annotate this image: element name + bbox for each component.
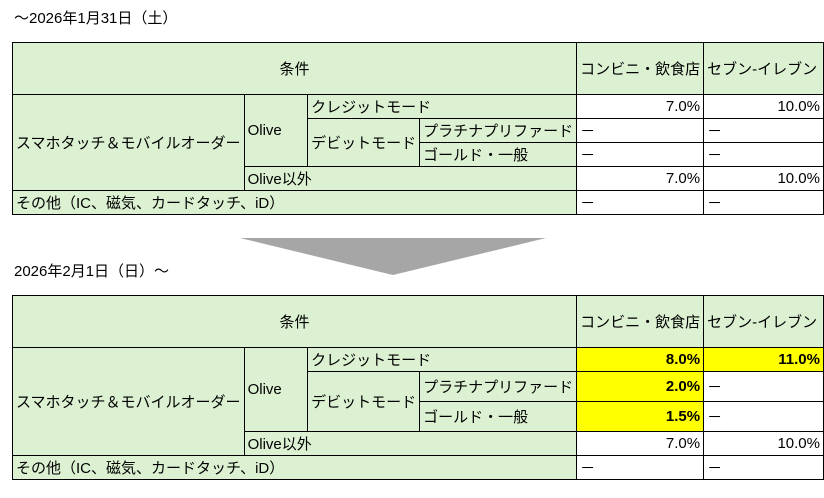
label-other: その他（IC、磁気、カードタッチ、iD） [11, 455, 578, 480]
value-cell: － [576, 190, 705, 215]
value-cell: 10.0% [703, 166, 824, 191]
label-gold: ゴールド・一般 [419, 401, 578, 432]
table-row: Olive以外 7.0% 10.0% [13, 166, 824, 191]
label-smartphone: スマホタッチ＆モバイルオーダー [12, 94, 245, 191]
highlighted-value-cell: 1.5% [576, 401, 705, 432]
table-row: Olive以外 7.0% 10.0% [13, 431, 824, 456]
table-row: その他（IC、磁気、カードタッチ、iD） － － [11, 455, 824, 480]
value-cell: 10.0% [703, 431, 824, 456]
table-row: デビットモード プラチナプリファード 2.0% － [13, 371, 824, 432]
label-credit: クレジットモード [307, 347, 578, 372]
value-cell: 7.0% [576, 431, 705, 456]
value-cell: 7.0% [576, 94, 705, 119]
down-arrow-icon [240, 238, 546, 275]
table-row: デビットモード プラチナプリファード － － [13, 118, 824, 167]
header-seven-eleven: セブン‐イレブン [703, 295, 824, 348]
label-other: その他（IC、磁気、カードタッチ、iD） [11, 190, 578, 215]
highlighted-value-cell: 11.0% [703, 347, 824, 372]
table-row: スマホタッチ＆モバイルオーダー Olive クレジットモード 7.0% 10.0… [12, 94, 824, 191]
label-non-olive: Olive以外 [243, 431, 578, 456]
value-cell: － [703, 455, 824, 480]
value-cell: － [703, 371, 824, 402]
header-condition: 条件 [11, 42, 578, 95]
highlighted-value-cell: 8.0% [576, 347, 705, 372]
value-cell: － [703, 142, 824, 167]
label-debit: デビットモード [307, 118, 421, 167]
value-cell: － [703, 190, 824, 215]
value-cell: － [703, 401, 824, 432]
table-row: その他（IC、磁気、カードタッチ、iD） － － [11, 190, 824, 215]
value-cell: 7.0% [576, 166, 705, 191]
label-platinum: プラチナプリファード [419, 118, 578, 143]
before-title: ～2026年1月31日（土） [14, 10, 178, 27]
table-row: スマホタッチ＆モバイルオーダー Olive クレジットモード 8.0% 11.0… [12, 347, 824, 456]
label-debit: デビットモード [307, 371, 421, 432]
label-smartphone: スマホタッチ＆モバイルオーダー [12, 347, 245, 456]
label-credit: クレジットモード [307, 94, 578, 119]
label-platinum: プラチナプリファード [419, 371, 578, 402]
label-olive: Olive [243, 347, 309, 432]
highlighted-value-cell: 2.0% [576, 371, 705, 402]
header-convenience: コンビニ・飲食店 [576, 42, 705, 95]
value-cell: 10.0% [703, 94, 824, 119]
header-condition: 条件 [11, 295, 578, 348]
after-rate-table: 条件 コンビニ・飲食店 セブン‐イレブン スマホタッチ＆モバイルオーダー Oli… [11, 295, 824, 480]
header-seven-eleven: セブン‐イレブン [703, 42, 824, 95]
table-row: ゴールド・一般 － － [13, 142, 824, 167]
header-convenience: コンビニ・飲食店 [576, 295, 705, 348]
value-cell: － [703, 118, 824, 143]
before-rate-table: 条件 コンビニ・飲食店 セブン‐イレブン スマホタッチ＆モバイルオーダー Oli… [11, 42, 824, 215]
label-gold: ゴールド・一般 [419, 142, 578, 167]
value-cell: － [576, 118, 705, 143]
value-cell: － [576, 142, 705, 167]
value-cell: － [576, 455, 705, 480]
label-non-olive: Olive以外 [243, 166, 578, 191]
after-title: 2026年2月1日（日）～ [14, 263, 170, 280]
label-olive: Olive [243, 94, 309, 167]
